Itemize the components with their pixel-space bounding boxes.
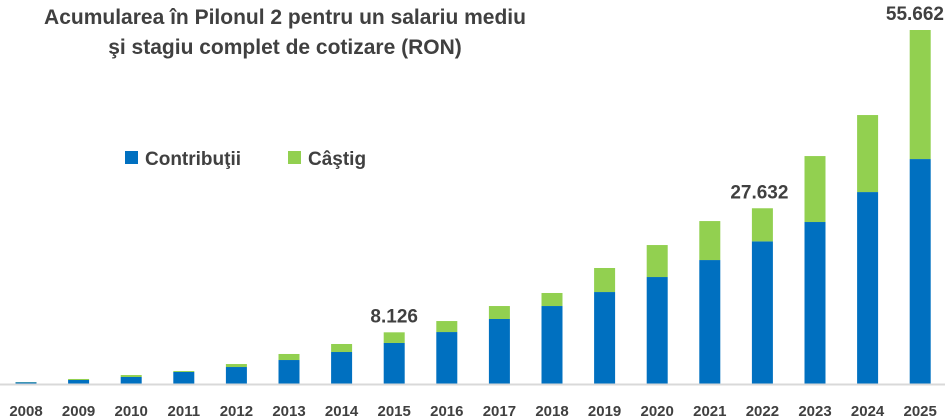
x-tick-label-2010: 2010 <box>115 403 148 420</box>
bar-contributii-2017 <box>488 319 510 384</box>
x-tick-label-2023: 2023 <box>798 403 831 420</box>
bar-contributii-2008 <box>15 382 37 384</box>
bar-castig-2023 <box>804 156 826 223</box>
x-tick-label-2020: 2020 <box>641 403 674 420</box>
x-tick-label-2021: 2021 <box>693 403 726 420</box>
bar-contributii-2022 <box>751 241 773 384</box>
bar-castig-2019 <box>594 267 616 293</box>
bar-castig-2024 <box>857 115 879 193</box>
data-label-2022: 27.632 <box>730 182 788 203</box>
bar-contributii-2018 <box>541 306 563 384</box>
bar-contributii-2012 <box>225 367 247 384</box>
x-tick-label-2018: 2018 <box>535 403 568 420</box>
x-tick-label-2017: 2017 <box>483 403 516 420</box>
bar-castig-2025 <box>909 30 931 160</box>
bar-castig-2011 <box>173 371 195 372</box>
bar-castig-2014 <box>331 343 353 353</box>
x-tick-label-2015: 2015 <box>378 403 411 420</box>
bar-contributii-2014 <box>331 352 353 384</box>
bar-castig-2009 <box>68 378 90 380</box>
bar-contributii-2013 <box>278 360 300 384</box>
chart-title: Acumularea în Pilonul 2 pentru un salari… <box>0 3 570 63</box>
bar-castig-2022 <box>751 208 773 242</box>
legend-label-contributii: Contribuţii <box>145 149 241 170</box>
bar-castig-2012 <box>225 364 247 368</box>
x-tick-label-2024: 2024 <box>851 403 885 420</box>
x-tick-label-2025: 2025 <box>904 403 937 420</box>
x-tick-label-2022: 2022 <box>746 403 779 420</box>
bar-castig-2021 <box>699 221 721 261</box>
bar-contributii-2023 <box>804 222 826 384</box>
bar-contributii-2016 <box>436 332 458 384</box>
bar-castig-2010 <box>120 375 142 378</box>
bar-contributii-2021 <box>699 260 721 384</box>
x-tick-label-2013: 2013 <box>272 403 305 420</box>
legend-swatch-contributii <box>125 151 138 164</box>
data-label-2025: 55.662 <box>886 4 944 25</box>
x-tick-label-2011: 2011 <box>168 403 201 420</box>
data-label-2015: 8.126 <box>370 306 418 327</box>
x-tick-label-2014: 2014 <box>325 403 359 420</box>
bar-contributii-2011 <box>173 371 195 384</box>
bar-castig-2015 <box>383 332 405 343</box>
bar-contributii-2010 <box>120 377 142 384</box>
x-tick-label-2016: 2016 <box>430 403 463 420</box>
bar-contributii-2019 <box>594 292 616 384</box>
bar-castig-2016 <box>436 321 458 333</box>
x-tick-label-2019: 2019 <box>588 403 621 420</box>
bar-castig-2018 <box>541 292 563 307</box>
chart-title-line-1: Acumularea în Pilonul 2 pentru un salari… <box>44 6 526 29</box>
bar-contributii-2025 <box>909 159 931 384</box>
bar-castig-2017 <box>488 306 510 320</box>
bar-contributii-2015 <box>383 342 405 384</box>
legend-swatch-castig <box>288 151 301 164</box>
bar-contributii-2024 <box>857 192 879 384</box>
bar-contributii-2009 <box>68 379 90 384</box>
bar-castig-2020 <box>646 245 668 278</box>
legend-label-castig: Câştig <box>308 149 366 170</box>
x-tick-label-2008: 2008 <box>9 403 42 420</box>
bar-contributii-2020 <box>646 277 668 384</box>
bar-castig-2013 <box>278 353 300 361</box>
x-tick-label-2009: 2009 <box>62 403 95 420</box>
x-tick-label-2012: 2012 <box>220 403 253 420</box>
chart-title-line-2: şi stagiu complet de cotizare (RON) <box>108 36 462 59</box>
